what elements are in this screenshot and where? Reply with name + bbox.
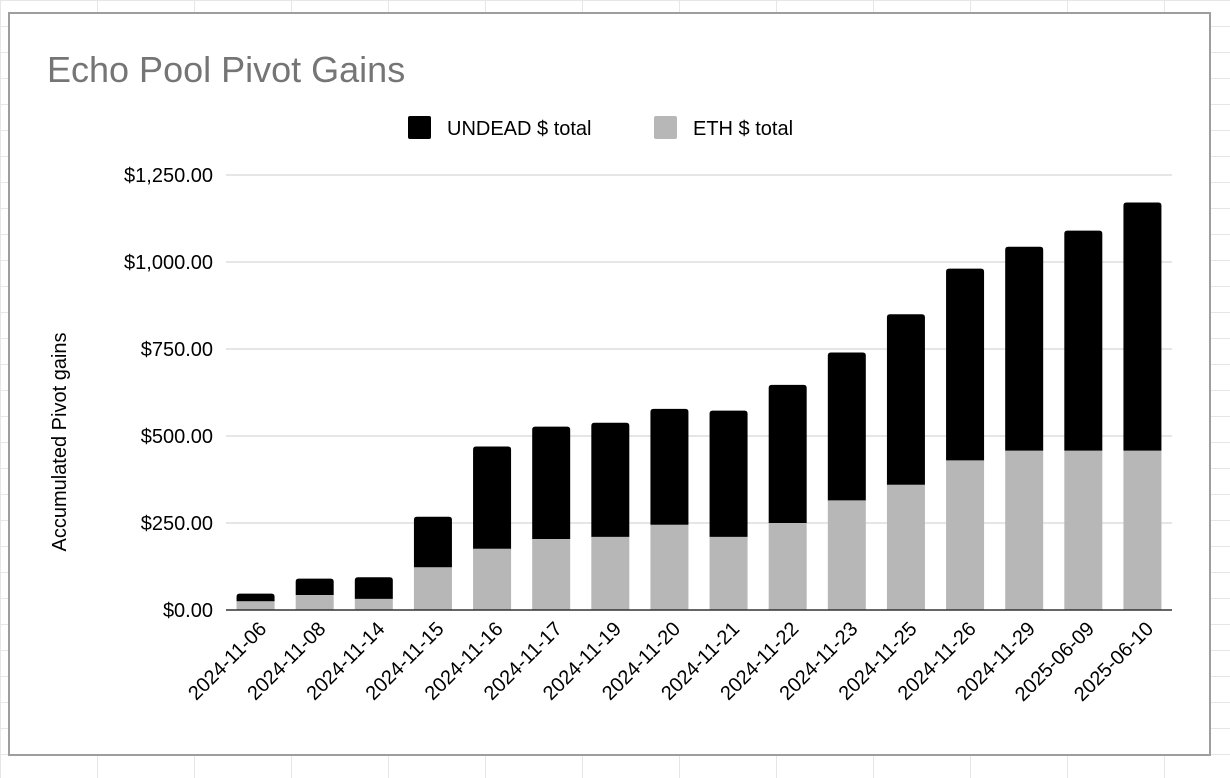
- bar-undead-total-2024-11-26: [946, 268, 985, 461]
- bar-eth-total-2024-11-20: [650, 524, 689, 610]
- bar-undead-total-2024-11-29: [1005, 246, 1044, 451]
- bar-undead-total-2024-11-22: [768, 384, 807, 523]
- legend: UNDEAD $ total ETH $ total: [408, 116, 793, 140]
- legend-swatch: [408, 116, 431, 139]
- bar-eth-total-2024-11-15: [413, 567, 452, 610]
- bar-eth-total-2024-11-19: [591, 536, 630, 610]
- bar-undead-total-2024-11-15: [413, 516, 452, 568]
- y-axis-label: Accumulated Pivot gains: [49, 332, 71, 551]
- y-tick-label: $1,000.00: [124, 252, 213, 274]
- bar-eth-total-2024-11-29: [1005, 450, 1044, 610]
- bar-eth-total-2024-11-26: [946, 460, 985, 610]
- bar-eth-total-2025-06-09: [1064, 450, 1103, 610]
- bar-undead-total-2024-11-16: [473, 446, 512, 549]
- bar-undead-total-2024-11-25: [886, 314, 925, 485]
- chart-title: Echo Pool Pivot Gains: [47, 49, 405, 90]
- bar-eth-total-2024-11-17: [532, 539, 571, 610]
- bar-undead-total-2024-11-06: [236, 593, 275, 602]
- y-tick-label: $250.00: [141, 513, 213, 535]
- bar-eth-total-2024-11-25: [886, 484, 925, 610]
- bar-undead-total-2025-06-10: [1123, 202, 1162, 451]
- bar-undead-total-2024-11-19: [591, 422, 630, 537]
- bar-eth-total-2024-11-16: [473, 548, 512, 610]
- bar-eth-total-2025-06-10: [1123, 450, 1162, 610]
- bar-eth-total-2024-11-06: [236, 601, 275, 610]
- bar-eth-total-2024-11-23: [827, 500, 866, 610]
- bar-eth-total-2024-11-22: [768, 523, 807, 610]
- bar-eth-total-2024-11-21: [709, 536, 748, 610]
- bar-undead-total-2024-11-23: [827, 352, 866, 501]
- y-tick-label: $500.00: [141, 426, 213, 448]
- bar-eth-total-2024-11-08: [295, 595, 334, 610]
- x-axis-ticks: 2024-11-062024-11-082024-11-142024-11-15…: [184, 618, 1158, 706]
- bar-undead-total-2024-11-21: [709, 410, 748, 537]
- bar-undead-total-2024-11-08: [295, 578, 334, 596]
- bars: [236, 202, 1162, 610]
- bar-undead-total-2025-06-09: [1064, 230, 1103, 451]
- y-axis-ticks: $0.00 $250.00 $500.00 $750.00 $1,000.00 $1,25…: [124, 165, 213, 622]
- bar-undead-total-2024-11-17: [532, 426, 571, 540]
- y-tick-label: $1,250.00: [124, 165, 213, 187]
- legend-label: UNDEAD $ total: [447, 118, 592, 140]
- bar-eth-total-2024-11-14: [354, 598, 393, 610]
- y-tick-label: $750.00: [141, 339, 213, 361]
- legend-label: ETH $ total: [693, 118, 793, 140]
- bar-undead-total-2024-11-20: [650, 408, 689, 525]
- y-tick-label: $0.00: [163, 600, 213, 622]
- bar-undead-total-2024-11-14: [354, 577, 393, 599]
- legend-swatch: [654, 116, 677, 139]
